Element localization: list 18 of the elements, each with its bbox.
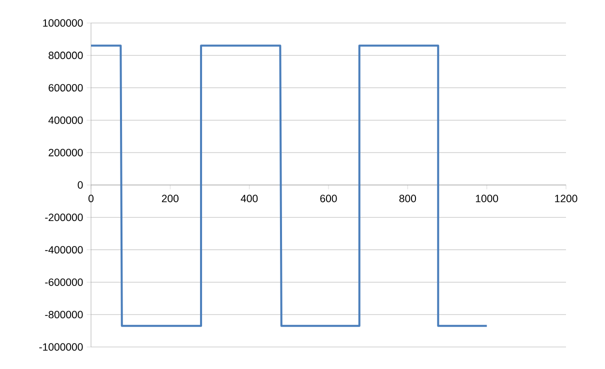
x-tick-label: 1000: [476, 194, 498, 202]
x-tick-label: 400: [240, 194, 258, 202]
y-tick-label: 400000: [48, 116, 83, 124]
x-tick-label: 200: [162, 194, 179, 202]
y-tick-label: -1000000: [39, 343, 83, 351]
y-tick-label: 0: [78, 181, 83, 189]
y-tick-label: -800000: [45, 310, 83, 318]
y-tick-label: 1000000: [43, 19, 83, 27]
x-tick-label: 800: [399, 194, 416, 202]
y-tick-label: -400000: [45, 246, 83, 254]
y-tick-label: -600000: [45, 278, 83, 286]
x-tick-label: 1200: [555, 194, 578, 202]
x-tick-label: 0: [88, 194, 94, 202]
y-tick-label: 200000: [48, 148, 83, 156]
y-tick-label: 600000: [48, 84, 83, 92]
y-tick-label: -200000: [45, 214, 83, 222]
x-tick-label: 600: [320, 194, 337, 202]
y-tick-label: 800000: [48, 52, 83, 60]
